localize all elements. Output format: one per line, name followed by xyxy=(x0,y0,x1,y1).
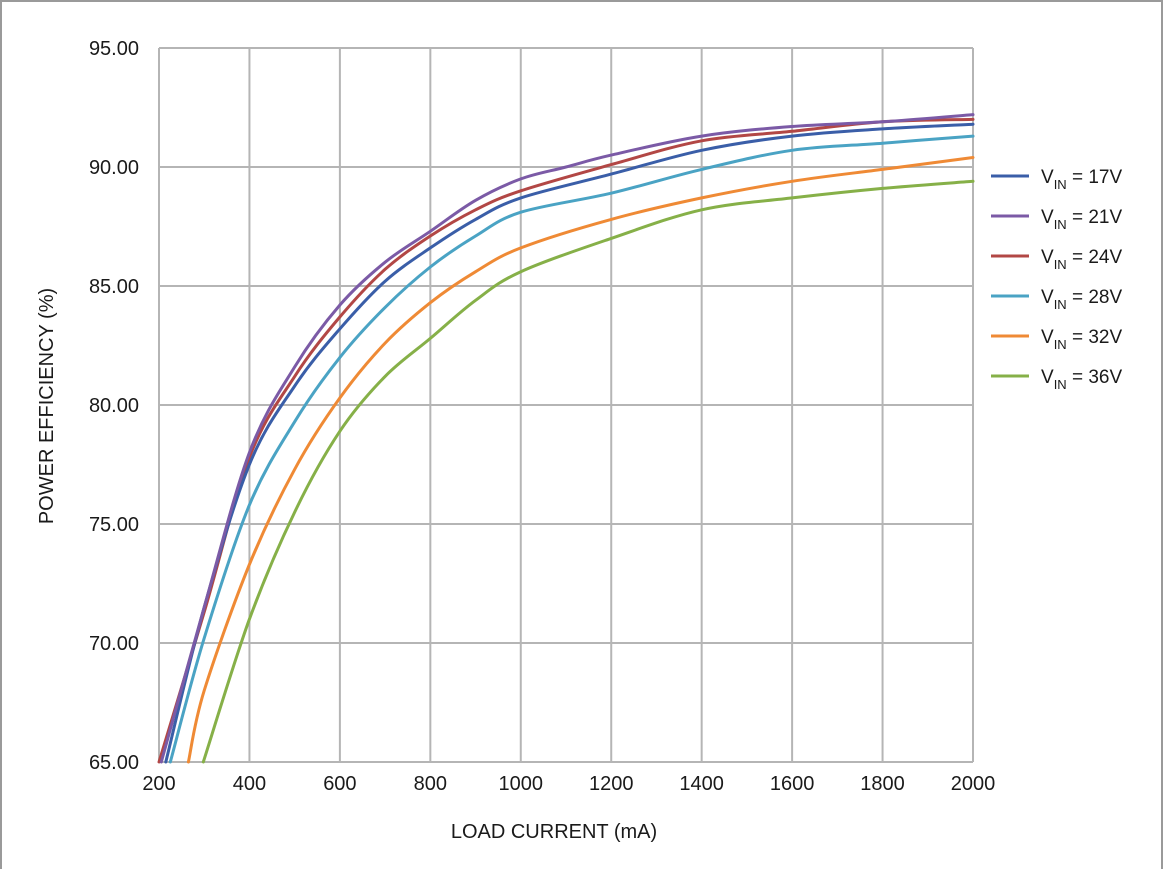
x-tick-label-800: 800 xyxy=(414,773,447,795)
y-tick-label-70.00: 70.00 xyxy=(89,633,139,655)
grid xyxy=(158,47,974,763)
x-tick-label-400: 400 xyxy=(233,773,266,795)
series-line-vin-17v xyxy=(164,122,975,764)
x-tick-label-600: 600 xyxy=(323,773,356,795)
legend-label-1: VIN = 21V xyxy=(1041,207,1122,232)
series-line-vin-36v xyxy=(201,179,975,764)
x-tick-label-1000: 1000 xyxy=(499,773,544,795)
legend-label-5: VIN = 36V xyxy=(1041,367,1122,392)
x-tick-label-1200: 1200 xyxy=(589,773,634,795)
y-axis-title: POWER EFFICIENCY (%) xyxy=(36,288,58,524)
series-lines xyxy=(157,113,975,764)
legend-label-4: VIN = 32V xyxy=(1041,327,1122,352)
legend-label-2: VIN = 24V xyxy=(1041,247,1122,272)
x-tick-label-200: 200 xyxy=(142,773,175,795)
series-line-vin-32v xyxy=(186,156,975,764)
x-tick-label-1400: 1400 xyxy=(679,773,724,795)
y-tick-label-95.00: 95.00 xyxy=(89,38,139,60)
x-tick-label-1800: 1800 xyxy=(860,773,905,795)
tick-labels: 200 400 600 800 1000 1200 1400 1600 1800 2000 95.0… xyxy=(89,38,995,795)
legend-label-3: VIN = 28V xyxy=(1041,287,1122,312)
legend-label-0: VIN = 17V xyxy=(1041,167,1122,192)
x-tick-label-1600: 1600 xyxy=(770,773,815,795)
series-line-vin-21v xyxy=(159,113,975,764)
series-line-vin-24v xyxy=(157,117,975,764)
y-tick-label-85.00: 85.00 xyxy=(89,276,139,298)
y-tick-label-80.00: 80.00 xyxy=(89,395,139,417)
y-tick-label-90.00: 90.00 xyxy=(89,157,139,179)
legend: VIN = 17V VIN = 21V VIN = 24V VIN = 28V VIN … xyxy=(991,167,1122,392)
series-line-vin-28v xyxy=(168,134,975,764)
x-axis-title: LOAD CURRENT (mA) xyxy=(451,821,657,843)
y-tick-label-65.00: 65.00 xyxy=(89,752,139,774)
x-tick-label-2000: 2000 xyxy=(951,773,996,795)
y-tick-label-75.00: 75.00 xyxy=(89,514,139,536)
